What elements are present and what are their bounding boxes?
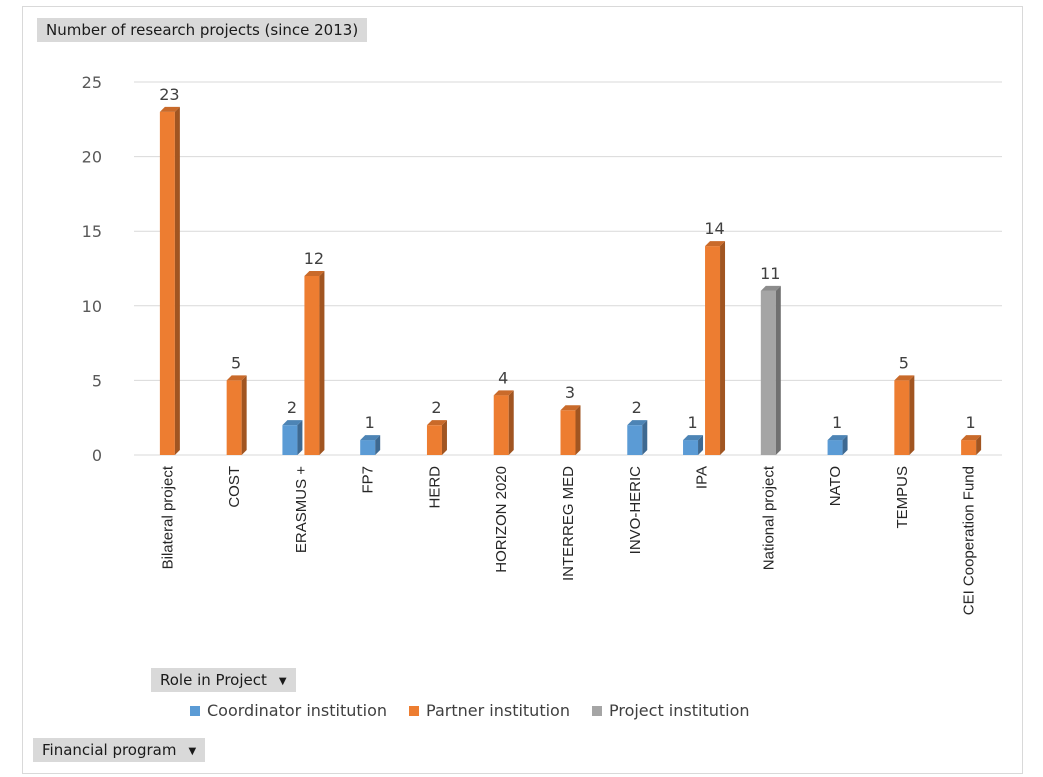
bar-top [705,241,726,247]
x-tick-label: Bilateral project [159,465,176,569]
bar [961,440,977,455]
x-tick-label: HERD [426,466,443,509]
bar-side [441,420,447,455]
legend-swatch [409,705,420,716]
data-label: 2 [287,398,297,417]
x-tick-label: NATO [827,466,844,506]
bar-top [560,405,581,411]
financial-program-filter[interactable]: Financial program ▼ [33,738,206,762]
bar-side [241,375,247,455]
data-label: 1 [966,413,976,432]
bar-side [976,435,982,455]
bar-side [375,435,381,455]
bar-top [159,106,180,112]
bar-top [426,420,447,426]
bar [894,380,910,455]
data-label: 5 [899,353,909,372]
legend-item-partner: Partner institution [409,701,570,720]
bar-side [720,241,726,455]
bar [159,111,175,455]
legend-label: Partner institution [426,701,570,720]
x-tick-label: INVO-HERIC [627,466,644,555]
x-tick-label: National project [760,465,777,570]
bar [226,380,242,455]
legend-item-project: Project institution [591,701,750,720]
bar-side [575,405,581,455]
legend-label: Project institution [608,701,750,720]
chart-title-field-button[interactable]: Number of research projects (since 2013) [37,18,368,42]
legend-swatch [591,705,602,716]
bar-top [493,390,514,396]
role-in-project-filter[interactable]: Role in Project ▼ [151,668,296,692]
data-label: 23 [159,85,179,104]
bar-side [842,435,848,455]
bar-side [319,270,325,455]
y-tick-label: 20 [82,148,102,167]
bar-side [642,420,648,455]
program-filter-label: Financial program [42,741,177,759]
data-label: 14 [704,219,724,238]
bar-top [360,435,381,441]
bar-side [775,285,781,455]
bar-side [909,375,915,455]
bar [827,440,843,455]
x-tick-label: FP7 [360,466,377,494]
bar [760,290,776,455]
chart-legend: Coordinator institution Partner institut… [190,701,750,720]
bar [360,440,376,455]
y-tick-label: 25 [82,73,102,92]
data-label: 5 [231,353,241,372]
data-label: 4 [498,368,508,387]
bar [493,395,509,455]
chart-frame [22,6,1023,774]
legend-item-coordinator: Coordinator institution [190,701,387,720]
bar-top [760,285,781,291]
chart-title: Number of research projects (since 2013) [46,21,359,39]
data-label: 3 [565,383,575,402]
bar-top [627,420,648,426]
bar [282,425,298,455]
x-tick-label: COST [226,466,243,508]
data-label: 1 [832,413,842,432]
data-label: 12 [304,249,324,268]
x-tick-label: CEI Cooperation Fund [961,466,978,615]
x-tick-label: HORIZON 2020 [493,466,510,573]
y-tick-label: 5 [92,371,102,390]
y-tick-label: 10 [82,297,102,316]
data-label: 1 [365,413,375,432]
x-tick-label: INTERREG MED [560,466,577,581]
bar-side [174,106,180,455]
y-tick-label: 0 [92,446,102,465]
data-label: 2 [431,398,441,417]
bar-top [304,270,325,276]
bar-side [297,420,303,455]
bar [560,410,576,455]
bar [304,275,320,455]
bar-side [698,435,704,455]
bar-top [226,375,247,381]
bar [627,425,643,455]
data-label: 1 [687,413,697,432]
role-filter-label: Role in Project [160,671,267,689]
data-label: 11 [760,264,780,283]
bar [705,246,721,455]
x-tick-label: TEMPUS [894,466,911,529]
x-tick-label: ERASMUS + [293,466,310,553]
chevron-down-icon[interactable]: ▼ [188,746,197,757]
bar-side [508,390,514,455]
data-label: 2 [632,398,642,417]
bar [426,425,442,455]
bar-top [827,435,848,441]
bar [683,440,699,455]
y-tick-label: 15 [82,222,102,241]
x-tick-label: IPA [694,466,711,489]
bar-top [683,435,704,441]
chevron-down-icon[interactable]: ▼ [278,676,287,687]
legend-label: Coordinator institution [207,701,388,720]
bar-top [282,420,303,426]
bar-top [961,435,982,441]
legend-swatch [190,705,200,716]
bar-top [894,375,915,381]
